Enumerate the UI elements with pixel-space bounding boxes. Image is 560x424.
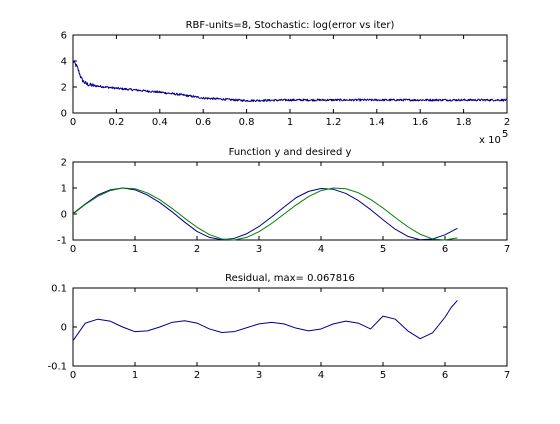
y-tick-label: 1 — [61, 184, 67, 195]
x-tick-label: 1 — [132, 370, 138, 381]
axes-frame — [72, 287, 508, 367]
chart-title: RBF-units=8, Stochastic: log(error vs it… — [186, 20, 395, 31]
x-tick-label: 6 — [442, 244, 448, 255]
x-tick-label: 4 — [318, 244, 324, 255]
x-tick-label: 1.4 — [369, 117, 385, 128]
y-tick-label: 0 — [61, 210, 67, 221]
axes-frame — [72, 161, 508, 241]
x-tick-label: 3 — [256, 370, 262, 381]
x-tick-label: 1 — [132, 244, 138, 255]
chart-title: Function y and desired y — [229, 147, 352, 158]
series-line-2 — [72, 187, 458, 241]
x-tick-label: 0.2 — [108, 117, 124, 128]
x-tick-label: 0.4 — [152, 117, 168, 128]
series-line-1 — [72, 187, 458, 241]
y-tick-label: 2 — [61, 83, 67, 94]
y-tick-label: -1 — [57, 236, 67, 247]
x-tick-label: 0.8 — [239, 117, 255, 128]
x-tick-label: 1.2 — [325, 117, 341, 128]
chart-title: Residual, max= 0.067816 — [225, 273, 355, 284]
x-tick-label: 0.6 — [195, 117, 211, 128]
x-tick-label: 2 — [194, 370, 200, 381]
y-tick-label: 6 — [61, 31, 67, 42]
x-exponent-power: 5 — [502, 129, 508, 140]
x-exponent-label: x 10 — [479, 135, 501, 146]
y-tick-label: 2 — [61, 158, 67, 169]
x-tick-label: 4 — [318, 370, 324, 381]
x-tick-label: 1.8 — [456, 117, 472, 128]
x-tick-label: 5 — [380, 244, 386, 255]
x-tick-label: 0 — [70, 370, 76, 381]
x-tick-label: 1.6 — [412, 117, 428, 128]
y-tick-label: 4 — [61, 57, 67, 68]
x-tick-label: 1 — [287, 117, 293, 128]
y-tick-label: 0 — [61, 109, 67, 120]
x-tick-label: 2 — [194, 244, 200, 255]
x-tick-label: 3 — [256, 244, 262, 255]
x-tick-label: 0 — [70, 117, 76, 128]
y-tick-label: 0 — [61, 323, 67, 334]
x-tick-label: 6 — [442, 370, 448, 381]
axes-frame — [72, 34, 508, 114]
y-tick-label: -0.1 — [47, 362, 67, 373]
series-line-1 — [72, 60, 508, 103]
series-line-1 — [72, 300, 458, 341]
y-tick-label: 0.1 — [51, 284, 67, 295]
x-tick-label: 7 — [504, 370, 510, 381]
subplot-1: RBF-units=8, Stochastic: log(error vs it… — [61, 20, 511, 146]
x-tick-label: 5 — [380, 370, 386, 381]
x-tick-label: 0 — [70, 244, 76, 255]
x-tick-label: 7 — [504, 244, 510, 255]
x-tick-label: 2 — [504, 117, 510, 128]
